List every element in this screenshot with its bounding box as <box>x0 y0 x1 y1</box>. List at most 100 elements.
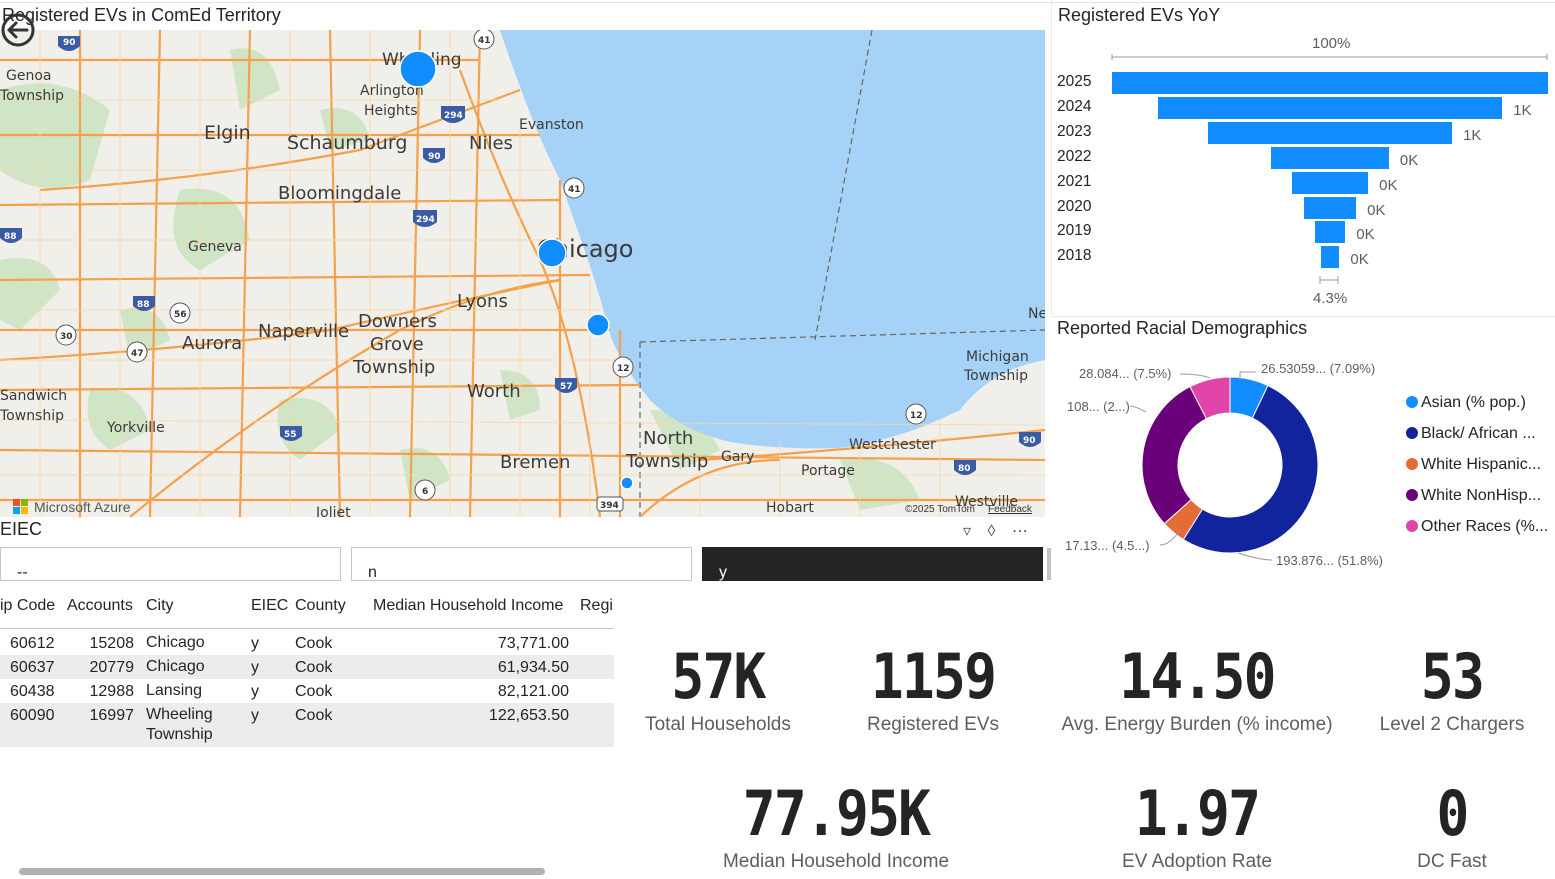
funnel-bar[interactable] <box>1271 146 1389 169</box>
svg-text:47: 47 <box>131 349 144 359</box>
back-button[interactable] <box>0 12 36 48</box>
map-label: Sandwich <box>0 388 67 404</box>
donut-leader-lines <box>1129 371 1273 561</box>
funnel-bar[interactable] <box>1303 196 1357 219</box>
highway-shields: 90 294 90 294 88 88 57 55 90 80 41 41 12… <box>0 30 1041 512</box>
funnel-top-label: 100% <box>1312 35 1351 52</box>
microsoft-logo-icon <box>13 499 28 514</box>
funnel-bar[interactable] <box>1112 72 1548 94</box>
funnel-bar[interactable] <box>1320 246 1340 269</box>
map-label: Yorkville <box>106 420 165 436</box>
shield: 80 <box>954 460 976 475</box>
col-header-registered[interactable]: Regi <box>580 597 613 614</box>
donut-label-white-nonhispanic: 108... (2...) <box>1067 399 1130 414</box>
svg-text:56: 56 <box>174 310 187 320</box>
table-cell: Cook <box>295 683 333 700</box>
back-arrow-icon <box>1 13 35 47</box>
minor-roads <box>0 30 1045 517</box>
legend-item[interactable]: White NonHisp... <box>1406 487 1541 505</box>
funnel-year-label: 2022 <box>1057 147 1092 165</box>
col-header-county[interactable]: County <box>295 597 346 614</box>
shield: 90 <box>1019 432 1041 447</box>
donut-slice[interactable] <box>1182 384 1319 554</box>
map-visual[interactable]: Genoa Township Wheeling Arlington Height… <box>0 30 1045 517</box>
table-cell: Cook <box>295 659 333 676</box>
legend-label: White NonHisp... <box>1421 487 1542 504</box>
funnel-bar[interactable] <box>1157 96 1503 119</box>
funnel-bar[interactable] <box>1314 221 1346 244</box>
shield: 47 <box>126 341 148 363</box>
col-header-city[interactable]: City <box>146 597 174 614</box>
col-header-accounts[interactable]: Accounts <box>67 597 133 614</box>
map-canvas[interactable]: Genoa Township Wheeling Arlington Height… <box>0 30 1045 517</box>
bubble-lansing[interactable] <box>620 476 634 490</box>
map-label: Genoa <box>6 68 51 84</box>
slicer-option-label: y <box>719 564 727 581</box>
legend-item[interactable]: Other Races (%... <box>1406 518 1548 536</box>
table-horizontal-scrollbar[interactable] <box>19 868 545 875</box>
donut-chart[interactable] <box>1060 350 1400 580</box>
shield: 6 <box>414 479 436 501</box>
slicer-scrollbar[interactable] <box>1047 548 1051 580</box>
bubble-chicago-60612[interactable] <box>537 238 567 268</box>
map-attribution: Microsoft Azure <box>34 499 131 515</box>
funnel-visual[interactable]: Registered EVs YoY <box>1051 0 1555 315</box>
svg-text:90: 90 <box>1023 436 1036 446</box>
funnel-title: Registered EVs YoY <box>1058 5 1221 25</box>
filter-icon[interactable]: ▿ <box>963 523 972 540</box>
bubble-chicago-60637[interactable] <box>586 313 610 337</box>
more-options-icon[interactable]: ⋯ <box>1011 523 1028 540</box>
table-row[interactable]: 60438 12988 Lansing y Cook 82,121.00 <box>0 679 614 703</box>
slicer-option-y[interactable]: y <box>702 547 1043 581</box>
funnel-bar[interactable] <box>1291 171 1369 194</box>
legend-item[interactable]: Asian (% pop.) <box>1406 394 1526 412</box>
table-row[interactable]: 60612 15208 Chicago y Cook 73,771.00 <box>0 631 614 655</box>
map-label: Portage <box>801 463 855 479</box>
eraser-icon[interactable]: ◊ <box>987 523 996 540</box>
funnel-value-label: 1K <box>1513 101 1532 119</box>
bubble-wheeling[interactable] <box>399 50 437 88</box>
map-label: Lyons <box>457 291 508 312</box>
legend-item[interactable]: White Hispanic... <box>1406 456 1541 474</box>
donut-label-black: 193.876... (51.8%) <box>1276 553 1383 568</box>
legend-dot-icon <box>1406 489 1418 501</box>
map-copyright: ©2025 TomTom <box>905 504 975 515</box>
map-feedback-link[interactable]: Feedback <box>988 504 1033 515</box>
ev-bubbles[interactable] <box>399 50 634 490</box>
funnel-year-label: 2023 <box>1057 122 1092 140</box>
shield: 41 <box>563 177 585 199</box>
legend-label: White Hispanic... <box>1421 456 1542 473</box>
donut-slice[interactable] <box>1189 376 1231 420</box>
table-cell: Cook <box>295 635 333 652</box>
slicer-option-n[interactable]: n <box>351 547 692 581</box>
slicer-option-label: -- <box>17 564 28 581</box>
map-label: Arlington <box>360 83 424 99</box>
map-label: Grove <box>370 334 424 355</box>
donut-slice[interactable] <box>1141 385 1208 525</box>
funnel-value-label: 1K <box>1463 126 1482 144</box>
donut-slices[interactable] <box>1141 376 1319 554</box>
table-row[interactable]: 60090 16997 Wheeling Township y Cook 122,653.… <box>0 703 614 747</box>
svg-text:41: 41 <box>478 36 491 46</box>
map-label: Worth <box>467 381 521 402</box>
col-header-income[interactable]: Median Household Income <box>373 597 564 614</box>
table-cell: y <box>251 635 259 652</box>
funnel-bar[interactable] <box>1207 121 1453 144</box>
donut-label-white-hispanic: 17.13... (4.5...) <box>1065 538 1150 553</box>
map-label: Joliet <box>315 505 351 517</box>
table-cell: y <box>251 707 259 724</box>
kpi-label: Median Household Income <box>722 851 950 872</box>
col-header-zip[interactable]: ip Code <box>0 597 56 614</box>
map-label: Township <box>352 357 435 378</box>
shield: 12 <box>612 356 634 378</box>
map-label: Westchester <box>849 437 936 453</box>
table-cell: Wheeling Township <box>146 706 213 743</box>
donut-title: Reported Racial Demographics <box>1057 318 1308 338</box>
table-row[interactable]: 60637 20779 Chicago y Cook 61,934.50 <box>0 655 614 679</box>
page-border <box>0 2 1555 3</box>
funnel-value-label: 0K <box>1356 226 1375 244</box>
table-cell: Cook <box>295 707 333 724</box>
legend-item[interactable]: Black/ African ... <box>1406 425 1536 443</box>
slicer-option-dashes[interactable]: -- <box>0 547 341 581</box>
col-header-eiec[interactable]: EIEC <box>251 597 289 614</box>
